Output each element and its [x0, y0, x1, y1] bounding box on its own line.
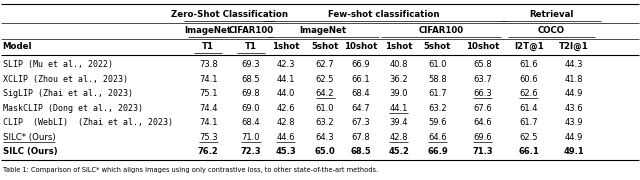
Text: 66.1: 66.1: [351, 75, 370, 84]
Text: Few-shot classification: Few-shot classification: [328, 10, 440, 19]
Text: CIFAR100: CIFAR100: [228, 26, 273, 35]
Text: Model: Model: [3, 42, 32, 51]
Text: 67.8: 67.8: [351, 132, 371, 141]
Text: 10shot: 10shot: [344, 42, 378, 51]
Text: T2I@1: T2I@1: [559, 42, 589, 51]
Text: 61.6: 61.6: [520, 60, 538, 69]
Text: 58.8: 58.8: [428, 75, 447, 84]
Text: 69.0: 69.0: [242, 104, 260, 113]
Text: 61.7: 61.7: [520, 118, 538, 127]
Text: 64.7: 64.7: [351, 104, 370, 113]
Text: 68.4: 68.4: [242, 118, 260, 127]
Text: 61.0: 61.0: [316, 104, 334, 113]
Text: 74.4: 74.4: [199, 104, 218, 113]
Text: 42.6: 42.6: [276, 104, 295, 113]
Text: 44.1: 44.1: [276, 75, 294, 84]
Text: 68.4: 68.4: [351, 89, 370, 98]
Text: 44.3: 44.3: [565, 60, 584, 69]
Text: 42.3: 42.3: [276, 60, 295, 69]
Text: T1: T1: [202, 42, 214, 51]
Text: 63.7: 63.7: [474, 75, 492, 84]
Text: 69.3: 69.3: [242, 60, 260, 69]
Text: 5shot: 5shot: [424, 42, 451, 51]
Text: CIFAR100: CIFAR100: [418, 26, 463, 35]
Text: Zero-Shot Classification: Zero-Shot Classification: [171, 10, 288, 19]
Text: 44.1: 44.1: [389, 104, 408, 113]
Text: 71.0: 71.0: [242, 132, 260, 141]
Text: 49.1: 49.1: [564, 147, 584, 156]
Text: 1shot: 1shot: [272, 42, 300, 51]
Text: 71.3: 71.3: [472, 147, 493, 156]
Text: 45.3: 45.3: [275, 147, 296, 156]
Text: 41.8: 41.8: [565, 75, 584, 84]
Text: 40.8: 40.8: [389, 60, 408, 69]
Text: 73.8: 73.8: [199, 60, 218, 69]
Text: CLIP  (WebLI)  (Zhai et al., 2023): CLIP (WebLI) (Zhai et al., 2023): [3, 118, 173, 127]
Text: 45.2: 45.2: [388, 147, 409, 156]
Text: 43.6: 43.6: [565, 104, 584, 113]
Text: ImageNet: ImageNet: [185, 26, 232, 35]
Text: 63.2: 63.2: [316, 118, 335, 127]
Text: 64.3: 64.3: [316, 132, 335, 141]
Text: 36.2: 36.2: [389, 75, 408, 84]
Text: 75.1: 75.1: [199, 89, 218, 98]
Text: I2T@1: I2T@1: [514, 42, 544, 51]
Text: 75.3: 75.3: [199, 132, 218, 141]
Text: Retrieval: Retrieval: [529, 10, 573, 19]
Text: 67.6: 67.6: [474, 104, 492, 113]
Text: 63.2: 63.2: [428, 104, 447, 113]
Text: 5shot: 5shot: [312, 42, 339, 51]
Text: 62.7: 62.7: [316, 60, 335, 69]
Text: 64.6: 64.6: [474, 118, 492, 127]
Text: 44.6: 44.6: [276, 132, 295, 141]
Text: 65.0: 65.0: [315, 147, 335, 156]
Text: T1: T1: [245, 42, 257, 51]
Text: 67.3: 67.3: [351, 118, 371, 127]
Text: 43.9: 43.9: [565, 118, 584, 127]
Text: 72.3: 72.3: [241, 147, 261, 156]
Text: 61.7: 61.7: [428, 89, 447, 98]
Text: 69.6: 69.6: [474, 132, 492, 141]
Text: 61.4: 61.4: [520, 104, 538, 113]
Text: 10shot: 10shot: [466, 42, 500, 51]
Text: 64.2: 64.2: [316, 89, 334, 98]
Text: XCLIP (Zhou et al., 2023): XCLIP (Zhou et al., 2023): [3, 75, 127, 84]
Text: 1shot: 1shot: [385, 42, 412, 51]
Text: 44.9: 44.9: [565, 132, 583, 141]
Text: 44.0: 44.0: [276, 89, 294, 98]
Text: 42.8: 42.8: [276, 118, 295, 127]
Text: 62.6: 62.6: [520, 89, 538, 98]
Text: MaskCLIP (Dong et al., 2023): MaskCLIP (Dong et al., 2023): [3, 104, 143, 113]
Text: COCO: COCO: [538, 26, 565, 35]
Text: 64.6: 64.6: [428, 132, 447, 141]
Text: 68.5: 68.5: [351, 147, 371, 156]
Text: 39.4: 39.4: [389, 118, 408, 127]
Text: SILC* (Ours): SILC* (Ours): [3, 132, 55, 141]
Text: 74.1: 74.1: [199, 75, 218, 84]
Text: 59.6: 59.6: [428, 118, 447, 127]
Text: 66.3: 66.3: [474, 89, 492, 98]
Text: 44.9: 44.9: [565, 89, 583, 98]
Text: 76.2: 76.2: [198, 147, 219, 156]
Text: 61.0: 61.0: [428, 60, 447, 69]
Text: 68.5: 68.5: [242, 75, 260, 84]
Text: 39.0: 39.0: [389, 89, 408, 98]
Text: 66.9: 66.9: [427, 147, 448, 156]
Text: Table 1: Comparison of SILC* which aligns images using only contrastive loss, to: Table 1: Comparison of SILC* which align…: [3, 167, 378, 173]
Text: SILC (Ours): SILC (Ours): [3, 147, 57, 156]
Text: 74.1: 74.1: [199, 118, 218, 127]
Text: 60.6: 60.6: [520, 75, 538, 84]
Text: 62.5: 62.5: [520, 132, 538, 141]
Text: 42.8: 42.8: [389, 132, 408, 141]
Text: ImageNet: ImageNet: [300, 26, 347, 35]
Text: 69.8: 69.8: [242, 89, 260, 98]
Text: 62.5: 62.5: [316, 75, 334, 84]
Text: 66.1: 66.1: [518, 147, 540, 156]
Text: SLIP (Mu et al., 2022): SLIP (Mu et al., 2022): [3, 60, 113, 69]
Text: SigLIP (Zhai et al., 2023): SigLIP (Zhai et al., 2023): [3, 89, 132, 98]
Text: 65.8: 65.8: [474, 60, 492, 69]
Text: 66.9: 66.9: [351, 60, 370, 69]
